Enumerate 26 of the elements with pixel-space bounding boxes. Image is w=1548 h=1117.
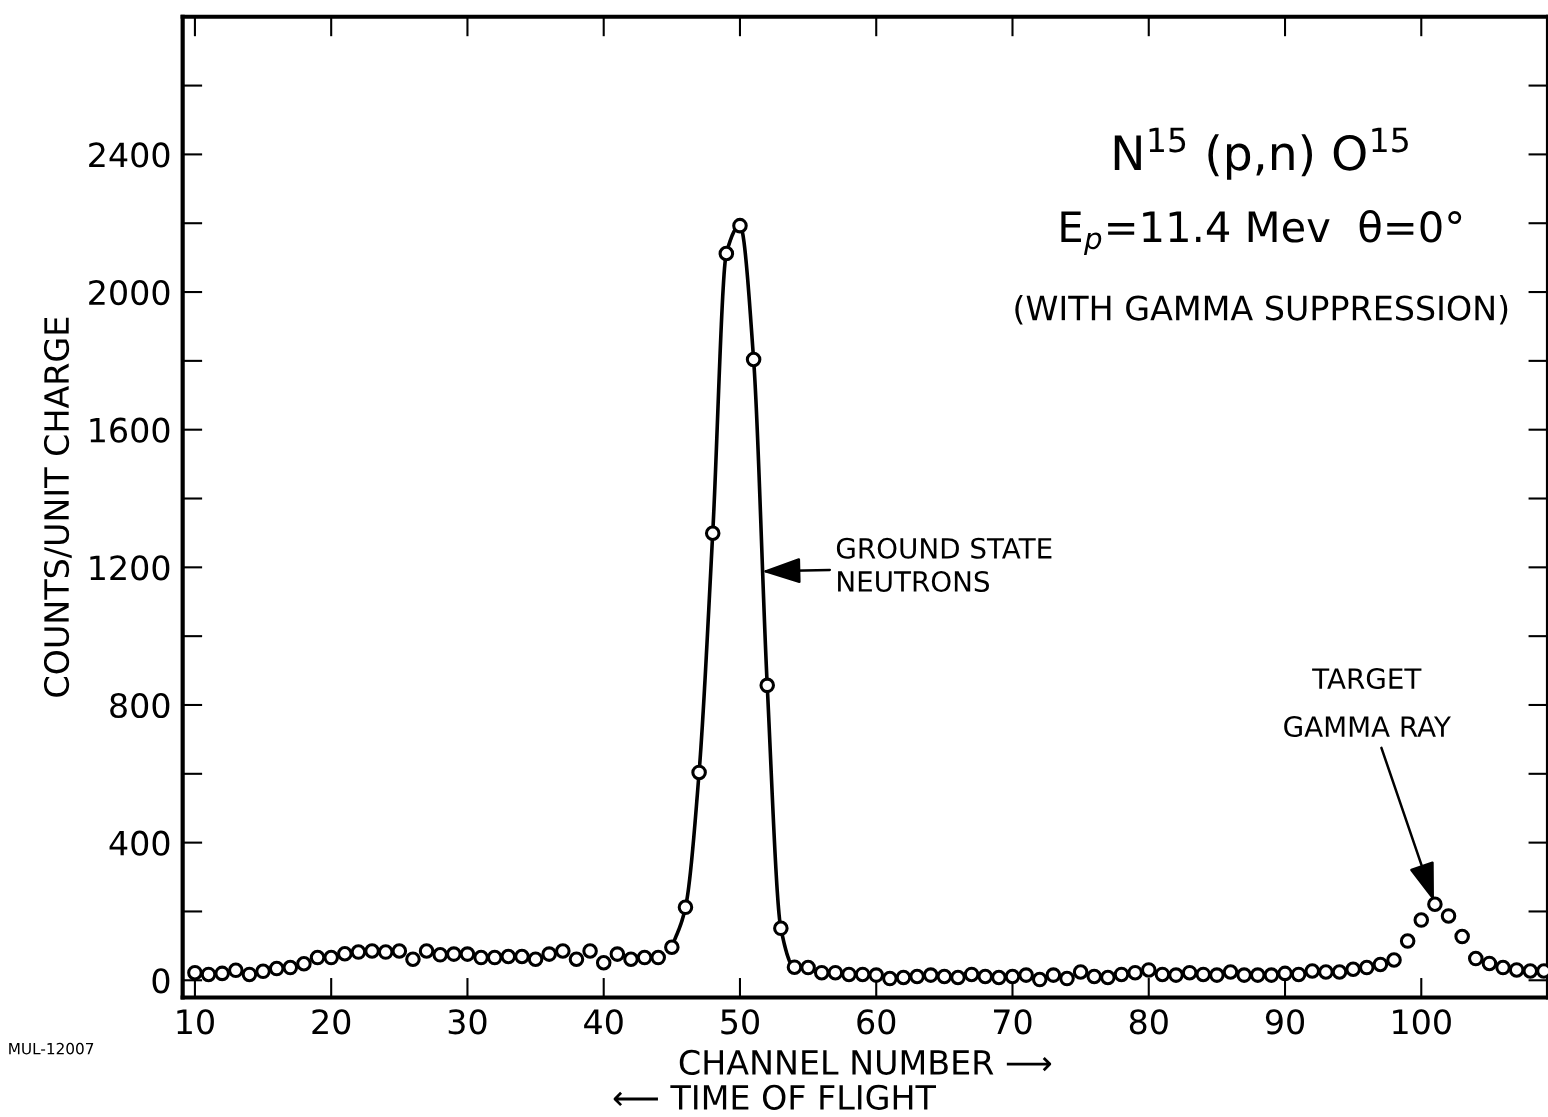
x-tick-label: 90 (1265, 1009, 1305, 1035)
y-tick-label: 800 (110, 692, 170, 719)
x-tick-label: 40 (584, 1009, 623, 1035)
annotation: GROUND STATE NEUTRONS (836, 537, 1052, 593)
x-tick-label: 50 (721, 1009, 759, 1035)
x-axis-title: CHANNEL NUMBER ⟶ (679, 1049, 1052, 1075)
y-tick-label: 0 (152, 968, 170, 994)
x-tick-label: 20 (312, 1009, 351, 1035)
x-tick-label: 80 (1129, 1009, 1168, 1035)
annotation: N$^{15}$ (p,n) O$^{15}$ (1114, 127, 1408, 180)
y-axis-title: COUNTS/UNIT CHARGE (43, 317, 72, 697)
x-tick-label: 100 (1393, 1009, 1451, 1035)
y-tick-label: 2000 (89, 279, 170, 306)
annotation: TARGET GAMMA RAY (1284, 668, 1451, 738)
y-tick-label: 400 (109, 830, 170, 856)
x-tick-label: 10 (177, 1009, 214, 1035)
annotation: (WITH GAMMA SUPPRESSION) (1015, 294, 1508, 325)
x-tick-label: 30 (448, 1009, 487, 1035)
y-tick-label: 1600 (90, 417, 170, 443)
x-tick-label: 70 (994, 1009, 1032, 1035)
text: ⟵ TIME OF FLIGHT (613, 1084, 937, 1110)
annotation: E$_{p}$=11.4 Mev θ=0° (1061, 210, 1462, 255)
y-tick-label: 1200 (90, 555, 170, 581)
y-tick-label: 2400 (89, 142, 170, 168)
text: MUL-12007 (9, 1042, 94, 1055)
x-tick-label: 60 (857, 1009, 896, 1035)
